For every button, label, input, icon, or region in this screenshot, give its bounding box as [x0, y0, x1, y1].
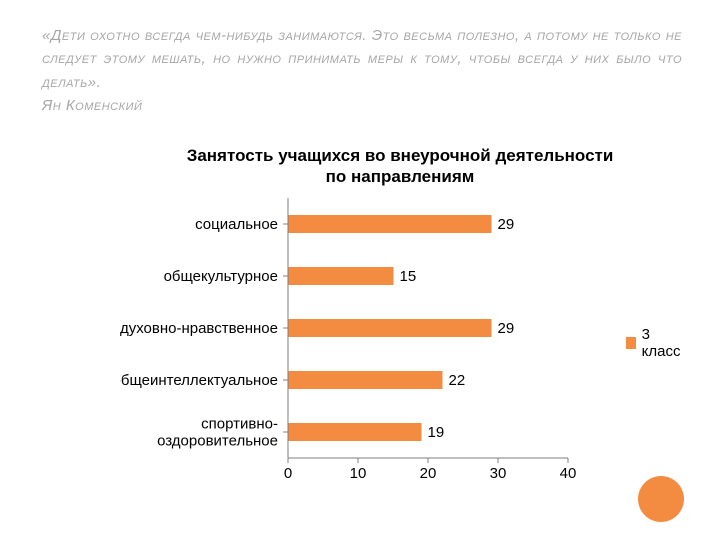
bar-value-label: 22 [449, 372, 466, 389]
bar [289, 267, 394, 285]
quote-text: «Дети охотно всегда чем-нибудь занимаютс… [42, 27, 682, 91]
legend-swatch [626, 337, 636, 349]
chart-container: Занятость учащихся во внеурочной деятель… [120, 145, 680, 488]
bar-value-label: 19 [428, 424, 445, 441]
bar [289, 371, 443, 389]
bar-value-label: 15 [400, 268, 417, 285]
bar-value-label: 29 [498, 320, 515, 337]
category-label: духовно-нравственное [120, 320, 278, 337]
bar [289, 215, 492, 233]
category-label: общеинтеллектуальное [120, 372, 278, 389]
bar [289, 319, 492, 337]
x-tick-label: 0 [284, 465, 292, 482]
category-label: социальное [195, 216, 278, 233]
category-label: общекультурное [164, 268, 278, 285]
chart-title: Занятость учащихся во внеурочной деятель… [180, 145, 620, 188]
x-tick-label: 30 [490, 465, 507, 482]
x-tick-label: 40 [560, 465, 577, 482]
chart-legend: 3 класс [608, 198, 683, 488]
epigraph-quote: «Дети охотно всегда чем-нибудь занимаютс… [42, 24, 682, 117]
x-tick-label: 20 [420, 465, 437, 482]
slide-number-dot [638, 476, 684, 522]
x-tick-label: 10 [350, 465, 367, 482]
legend-label: 3 класс [642, 326, 683, 360]
bar [289, 423, 422, 441]
category-label: спортивно-оздоровительное [157, 415, 278, 449]
bar-value-label: 29 [498, 216, 515, 233]
bar-chart: 0 10 20 30 40 социальное 29 общекультурное 15 дух… [120, 198, 608, 488]
quote-author: Ян Коменский [42, 94, 682, 117]
